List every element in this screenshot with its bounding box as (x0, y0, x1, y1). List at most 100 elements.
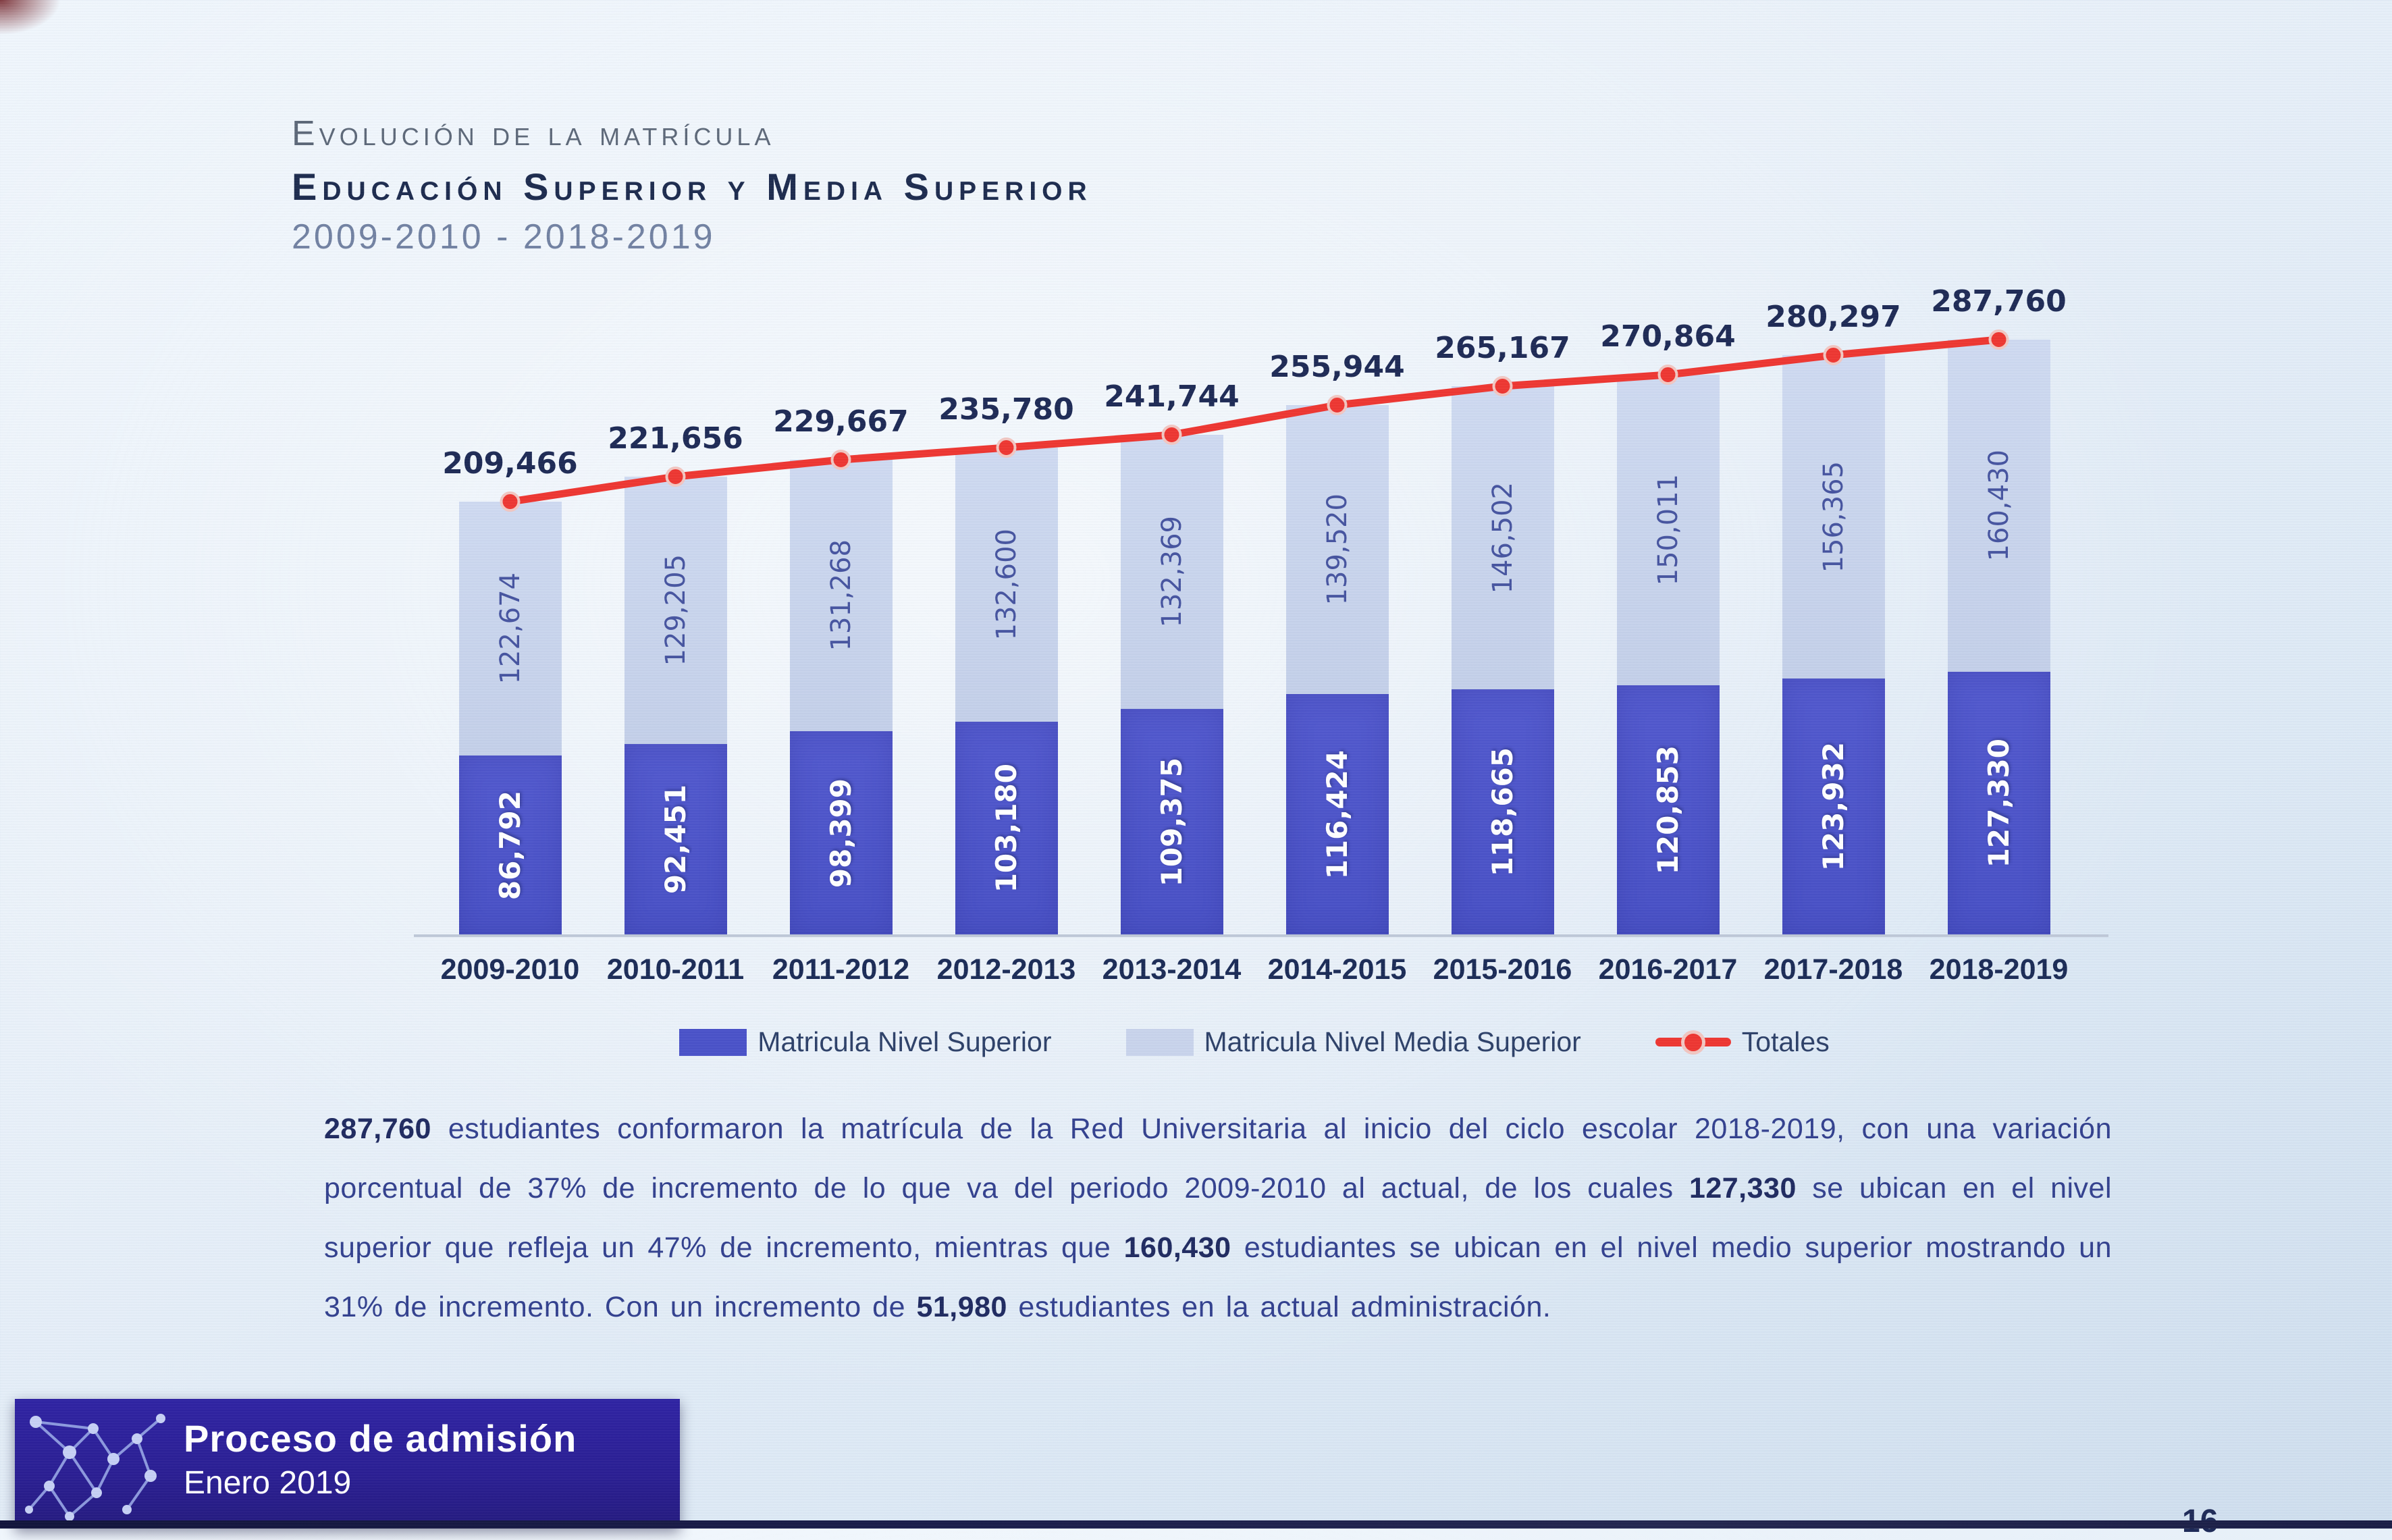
bar-segment-superior: 103,180 (955, 722, 1058, 935)
bar-segment-superior: 116,424 (1285, 694, 1389, 935)
bar-segment-media-superior: 160,430 (1947, 340, 2050, 672)
superior-value-label: 118,665 (1486, 747, 1519, 877)
superior-swatch (679, 1028, 747, 1056)
bar-group-2014-2015: 139,520 116,424 (1254, 405, 1420, 935)
x-axis-label: 2018-2019 (1929, 953, 2069, 986)
bar-group-2010-2011: 129,205 92,451 (593, 477, 758, 935)
paragraph-segment: estudiantes conformaron la matrícula de … (324, 1113, 2112, 1205)
superior-value-label: 98,399 (824, 778, 857, 888)
media-superior-value-label: 132,369 (1156, 516, 1188, 628)
x-axis-label: 2014-2015 (1267, 953, 1407, 986)
bar-segment-media-superior: 132,369 (1120, 435, 1223, 709)
bar-group-2013-2014: 132,369 109,375 (1089, 435, 1254, 935)
legend-label-totales: Totales (1741, 1026, 1830, 1057)
bar-segment-media-superior: 146,502 (1451, 386, 1554, 689)
total-label: 221,656 (608, 421, 743, 456)
x-axis-labels: 2009-2010 2010-2011 2011-2012 2012-2013 2013… (427, 953, 2081, 994)
paragraph-segment: se ubican en el nivel superior que refle… (324, 1172, 2112, 1265)
title-block: Evolución de la matrícula Educación Supe… (292, 113, 1092, 257)
paragraph-segment: 127,330 (1689, 1172, 1797, 1205)
media-superior-value-label: 160,430 (1983, 450, 2015, 562)
media-superior-value-label: 131,268 (825, 539, 857, 652)
bar-group-2016-2017: 150,011 120,853 (1585, 375, 1751, 935)
paragraph-segment: estudiantes se ubican en el nivel medio … (324, 1231, 2112, 1324)
media-superior-value-label: 146,502 (1487, 481, 1518, 594)
bar-segment-media-superior: 139,520 (1285, 405, 1389, 694)
total-label: 280,297 (1765, 300, 1901, 334)
legend-item-superior: Matricula Nivel Superior (679, 1026, 1052, 1058)
x-axis-label: 2013-2014 (1102, 953, 1242, 986)
bar-segment-superior: 123,932 (1782, 679, 1885, 935)
bars-area: 122,674 86,792 209,466 129,205 92,451 221,656… (414, 284, 2108, 937)
totales-line-swatch (1655, 1030, 1731, 1055)
footer-banner: Proceso de admisión Enero 2019 (15, 1399, 680, 1529)
total-label: 270,864 (1600, 319, 1736, 354)
media-superior-value-label: 129,205 (660, 554, 691, 666)
superior-value-label: 127,330 (1982, 739, 2015, 868)
bar-group-2017-2018: 156,365 123,932 (1751, 355, 1916, 935)
superior-value-label: 120,853 (1651, 745, 1684, 875)
bar-segment-superior: 120,853 (1616, 685, 1720, 935)
slide-date-range: 2009-2010 - 2018-2019 (292, 217, 716, 257)
bar-segment-superior: 118,665 (1451, 689, 1554, 935)
superior-value-label: 103,180 (990, 764, 1023, 893)
bar-segment-media-superior: 122,674 (458, 502, 562, 755)
legend-label-media-superior: Matricula Nivel Media Superior (1204, 1026, 1581, 1057)
x-axis-label: 2009-2010 (440, 953, 580, 986)
paragraph-segment: 51,980 (916, 1291, 1007, 1324)
bar-segment-superior: 109,375 (1120, 709, 1223, 935)
media-superior-value-label: 156,365 (1817, 460, 1849, 573)
footer-text: Proceso de admisión Enero 2019 (184, 1416, 577, 1502)
bar-group-2015-2016: 146,502 118,665 (1420, 386, 1585, 935)
summary-paragraph: 287,760 estudiantes conformaron la matrí… (324, 1099, 2112, 1337)
legend-item-media-superior: Matricula Nivel Media Superior (1125, 1026, 1581, 1058)
x-axis-label: 2015-2016 (1433, 953, 1572, 986)
bar-group-2012-2013: 132,600 103,180 (924, 448, 1089, 935)
photo-corner-artifact (0, 0, 61, 35)
x-axis-label: 2010-2011 (606, 953, 745, 986)
footer-title: Proceso de admisión (184, 1417, 577, 1460)
chart-legend: Matricula Nivel Superior Matricula Nivel… (427, 1026, 2081, 1058)
superior-value-label: 86,792 (494, 790, 527, 901)
x-axis-label: 2011-2012 (772, 953, 910, 986)
legend-item-totales: Totales (1655, 1026, 1830, 1058)
bar-segment-superior: 98,399 (789, 731, 893, 935)
superior-value-label: 92,451 (659, 785, 692, 895)
network-logo-icon (25, 1414, 165, 1521)
bar-group-2009-2010: 122,674 86,792 (427, 502, 593, 935)
bar-segment-media-superior: 132,600 (955, 448, 1058, 722)
media-superior-value-label: 122,674 (494, 573, 526, 685)
bar-group-2011-2012: 131,268 98,399 (758, 460, 924, 935)
total-label: 287,760 (1931, 284, 2067, 319)
superior-value-label: 109,375 (1155, 757, 1188, 887)
bar-segment-media-superior: 150,011 (1616, 375, 1720, 685)
footer-subtitle: Enero 2019 (184, 1465, 352, 1501)
superior-value-label: 116,424 (1321, 749, 1354, 880)
totales-marker-dot (1680, 1030, 1705, 1055)
media-superior-value-label: 150,011 (1652, 474, 1684, 586)
bar-segment-media-superior: 129,205 (624, 477, 727, 744)
x-axis-label: 2012-2013 (936, 953, 1076, 986)
media-superior-value-label: 132,600 (990, 529, 1022, 641)
paragraph-segment: 287,760 (324, 1113, 431, 1145)
x-axis-line (414, 934, 2108, 937)
total-label: 209,466 (442, 446, 578, 481)
total-label: 265,167 (1435, 331, 1570, 365)
x-axis-label: 2016-2017 (1598, 953, 1738, 986)
bar-segment-superior: 86,792 (458, 755, 562, 935)
bar-group-2018-2019: 160,430 127,330 (1916, 340, 2081, 935)
paragraph-segment: 160,430 (1123, 1231, 1231, 1265)
bar-segment-superior: 92,451 (624, 744, 727, 935)
total-label: 229,667 (773, 404, 909, 439)
bar-segment-media-superior: 131,268 (789, 460, 893, 731)
paragraph-segment: estudiantes en la actual administración. (1007, 1291, 1551, 1324)
bar-segment-media-superior: 156,365 (1782, 355, 1885, 679)
photo-bottom-edge (0, 1520, 2392, 1529)
x-axis-label: 2017-2018 (1763, 953, 1903, 986)
media-superior-swatch (1125, 1028, 1194, 1056)
slide-kicker: Evolución de la matrícula (292, 114, 775, 153)
slide-title: Educación Superior y Media Superior (292, 165, 1092, 208)
total-label: 255,944 (1269, 350, 1405, 384)
bar-segment-superior: 127,330 (1947, 672, 2050, 935)
